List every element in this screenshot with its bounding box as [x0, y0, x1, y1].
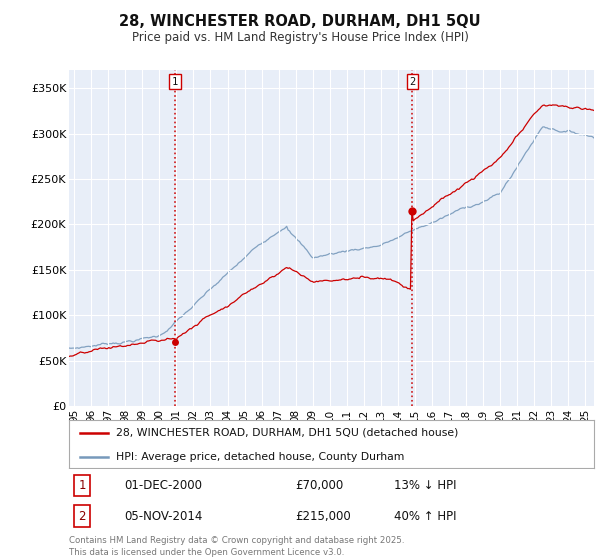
Text: 01-DEC-2000: 01-DEC-2000 [124, 479, 202, 492]
Text: Contains HM Land Registry data © Crown copyright and database right 2025.
This d: Contains HM Land Registry data © Crown c… [69, 536, 404, 557]
Text: 13% ↓ HPI: 13% ↓ HPI [395, 479, 457, 492]
Text: Price paid vs. HM Land Registry's House Price Index (HPI): Price paid vs. HM Land Registry's House … [131, 31, 469, 44]
Text: £70,000: £70,000 [295, 479, 343, 492]
Text: 2: 2 [409, 77, 415, 87]
Text: 28, WINCHESTER ROAD, DURHAM, DH1 5QU (detached house): 28, WINCHESTER ROAD, DURHAM, DH1 5QU (de… [116, 428, 458, 438]
Text: £215,000: £215,000 [295, 510, 350, 522]
Text: 1: 1 [79, 479, 86, 492]
Text: 1: 1 [172, 77, 178, 87]
Text: 28, WINCHESTER ROAD, DURHAM, DH1 5QU: 28, WINCHESTER ROAD, DURHAM, DH1 5QU [119, 14, 481, 29]
Text: 40% ↑ HPI: 40% ↑ HPI [395, 510, 457, 522]
Text: HPI: Average price, detached house, County Durham: HPI: Average price, detached house, Coun… [116, 452, 404, 461]
Text: 2: 2 [79, 510, 86, 522]
Text: 05-NOV-2014: 05-NOV-2014 [124, 510, 203, 522]
